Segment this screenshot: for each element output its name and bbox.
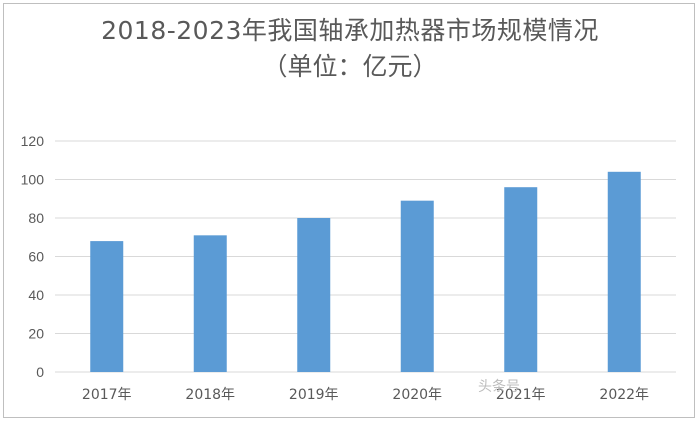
y-tick-label: 80 bbox=[28, 210, 44, 226]
x-tick-label: 2018年 bbox=[185, 387, 235, 403]
bar bbox=[90, 241, 124, 372]
chart-subtitle: （单位：亿元） bbox=[262, 52, 438, 81]
watermark: 头条号 bbox=[478, 379, 520, 395]
y-tick-label: 120 bbox=[21, 133, 45, 149]
y-tick-label: 20 bbox=[28, 326, 44, 342]
bar bbox=[400, 200, 434, 372]
chart-title: 2018-2023年我国轴承加热器市场规模情况 bbox=[101, 16, 599, 45]
bar bbox=[297, 218, 331, 372]
x-tick-label: 2021年 bbox=[496, 387, 546, 403]
y-tick-label: 100 bbox=[21, 172, 45, 188]
x-tick-label: 2017年 bbox=[82, 387, 132, 403]
bar bbox=[607, 171, 641, 372]
x-tick-label: 2019年 bbox=[289, 387, 339, 403]
bar bbox=[193, 235, 227, 372]
x-tick-label: 2022年 bbox=[599, 387, 649, 403]
y-tick-label: 40 bbox=[28, 287, 44, 303]
y-tick-label: 60 bbox=[28, 249, 44, 265]
bar bbox=[504, 187, 538, 372]
x-tick-label: 2020年 bbox=[392, 387, 442, 403]
y-tick-label: 0 bbox=[36, 364, 44, 380]
